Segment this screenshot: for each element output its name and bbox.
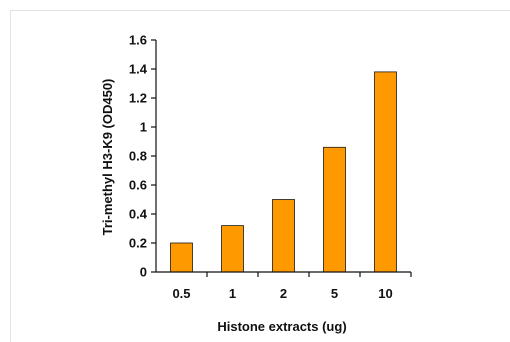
bar-0-5	[170, 242, 193, 273]
y-tick-label: 1.6	[129, 33, 147, 48]
x-tick-label: 5	[331, 286, 338, 301]
bar-5	[323, 146, 346, 273]
bars	[170, 71, 397, 273]
chart-frame	[10, 10, 510, 342]
x-tick-label: 2	[280, 286, 287, 301]
x-axis-title: Histone extracts (ug)	[217, 319, 346, 334]
y-tick-label: 0.4	[129, 207, 148, 222]
y-tick-label: 0.6	[129, 178, 147, 193]
y-tick-label: 1.2	[129, 91, 147, 106]
x-tick-label: 1	[229, 286, 236, 301]
x-axis-ticks: 0.5 1 2 5 10	[172, 272, 412, 301]
y-tick-label: 0	[140, 265, 147, 280]
y-tick-label: 1.4	[129, 62, 148, 77]
bar-2	[272, 199, 295, 273]
bar-10	[374, 71, 397, 273]
y-tick-label: 1	[140, 120, 147, 135]
x-tick-label: 10	[378, 286, 392, 301]
y-tick-label: 0.8	[129, 149, 147, 164]
x-tick-label: 0.5	[172, 286, 190, 301]
y-axis-title: Tri-methyl H3-K9 (OD450)	[100, 79, 115, 236]
bar-1	[221, 225, 244, 273]
y-tick-label: 0.2	[129, 236, 147, 251]
y-axis-ticks: 0 0.2 0.4 0.6 0.8 1 1.2 1.4 1.6	[129, 33, 156, 280]
